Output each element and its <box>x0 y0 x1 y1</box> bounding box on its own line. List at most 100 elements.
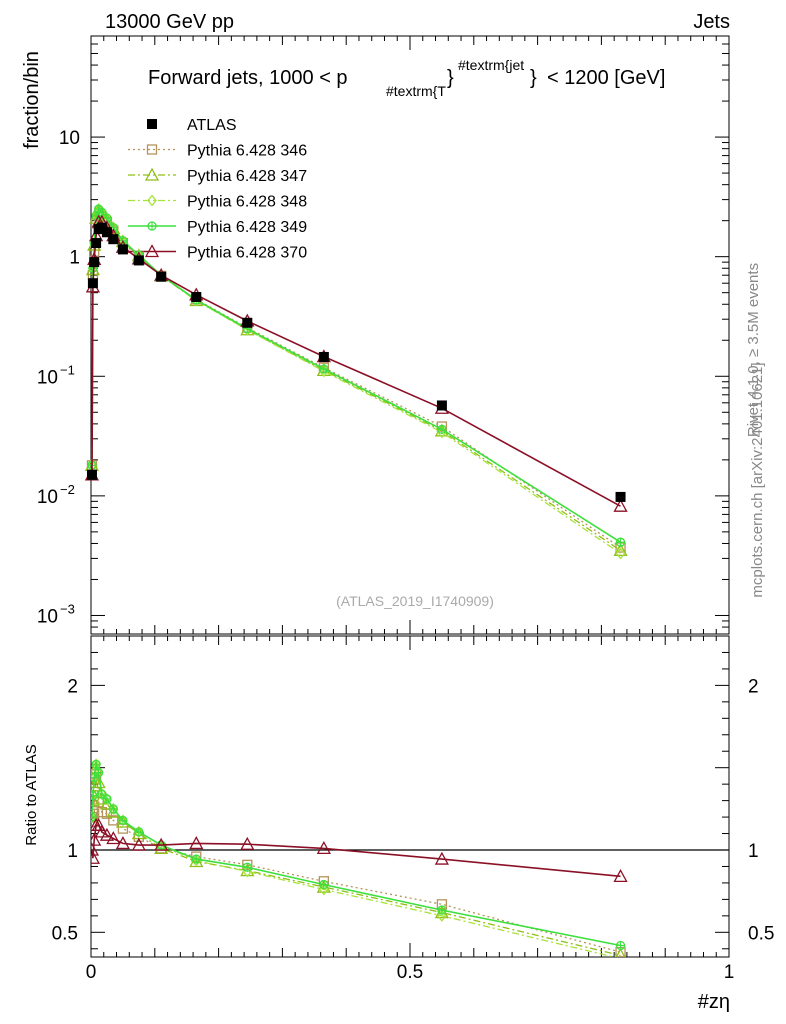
data-point <box>615 491 626 502</box>
y-tick-label-exponent: −3 <box>60 601 75 616</box>
x-axis-label: #zη <box>698 991 730 1013</box>
data-point <box>106 831 121 845</box>
data-point <box>613 868 628 882</box>
data-point <box>108 802 119 815</box>
mcplots-label: mcplots.cern.ch [arXiv:2401.10621] <box>749 362 766 597</box>
data-point <box>91 759 101 770</box>
data-point <box>118 814 128 827</box>
data-point <box>240 836 255 850</box>
header-left: 13000 GeV pp <box>105 11 234 33</box>
data-point <box>101 227 112 238</box>
data-point <box>319 879 329 890</box>
y-tick-label: 2 <box>67 676 78 697</box>
main-title: Forward jets, 1000 < p #textrm{T } #text… <box>148 57 665 99</box>
data-point <box>436 400 447 411</box>
title-sup: #textrm{jet <box>458 57 524 73</box>
data-point <box>437 905 447 915</box>
legend-entry: Pythia 6.428 348 <box>128 194 307 211</box>
legend-label: Pythia 6.428 348 <box>187 194 307 211</box>
data-point <box>615 947 626 957</box>
ratio-plot: 2 2 1 1 0.5 0.5 0 0.5 1 <box>52 635 774 983</box>
data-point <box>189 836 204 850</box>
header-right: Jets <box>693 11 730 33</box>
data-point <box>102 212 112 225</box>
data-point <box>191 854 201 864</box>
data-point <box>115 836 130 850</box>
data-point <box>102 794 112 804</box>
data-point <box>434 851 449 865</box>
data-point <box>86 469 97 480</box>
data-point <box>87 278 98 289</box>
data-point <box>97 787 107 801</box>
title-tail: < 1200 [GeV] <box>547 67 665 89</box>
data-point <box>91 850 101 864</box>
data-point <box>96 222 107 233</box>
data-point <box>615 537 626 547</box>
data-point <box>133 255 144 266</box>
data-point <box>91 778 102 792</box>
data-point <box>147 119 157 129</box>
x-tick-label: 0.5 <box>397 962 423 983</box>
ratio-series-pythia-6-428-370 <box>91 817 628 882</box>
data-point <box>118 815 128 826</box>
title-sub: #textrm{T <box>386 83 446 99</box>
x-tick-label: 1 <box>724 962 735 983</box>
data-point <box>108 815 119 826</box>
data-point <box>91 772 99 783</box>
legend-label: Pythia 6.428 347 <box>187 168 307 185</box>
data-point <box>131 837 146 851</box>
legend-entry: Pythia 6.428 346 <box>128 143 307 160</box>
main-ylabel: fraction/bin <box>21 51 43 149</box>
y-tick-label-exponent: −1 <box>60 362 75 377</box>
data-point <box>242 862 252 872</box>
data-point <box>91 238 102 249</box>
legend-entry: Pythia 6.428 347 <box>128 167 307 185</box>
data-point <box>615 547 626 560</box>
data-point <box>615 940 626 951</box>
data-point <box>91 775 106 789</box>
data-point <box>117 244 128 255</box>
legend-label: Pythia 6.428 370 <box>187 245 307 262</box>
data-point <box>94 767 104 778</box>
data-point <box>154 837 169 851</box>
data-point <box>91 832 102 846</box>
title-brace-2: } <box>530 67 537 89</box>
data-point <box>91 817 106 831</box>
data-point <box>144 244 160 258</box>
data-point <box>242 317 253 328</box>
data-point <box>91 811 97 824</box>
watermark: (ATLAS_2019_I1740909) <box>336 593 494 609</box>
y-tick-label: 10 <box>37 606 58 627</box>
y-tick-label-right: 1 <box>748 841 759 862</box>
ratio-ylabel: Ratio to ATLAS <box>23 744 40 845</box>
legend-entry: ATLAS <box>147 117 237 134</box>
legend: ATLAS Pythia 6.428 346 Pythia 6.428 347 Pyt… <box>128 117 307 262</box>
series-atlas <box>86 222 626 502</box>
data-point <box>613 498 628 512</box>
data-point <box>437 909 447 922</box>
data-point <box>316 840 331 855</box>
series-line <box>91 214 621 549</box>
y-tick-label-right: 0.5 <box>748 923 774 944</box>
data-point <box>108 804 118 814</box>
data-point <box>437 424 447 434</box>
legend-label: Pythia 6.428 349 <box>187 219 307 236</box>
data-point <box>99 827 115 841</box>
data-point <box>146 144 158 155</box>
legend-entry: Pythia 6.428 349 <box>128 219 307 236</box>
y-tick-label: 0.5 <box>52 923 78 944</box>
data-point <box>144 167 160 181</box>
data-point <box>147 194 157 207</box>
data-point <box>318 351 329 362</box>
y-tick-label: 1 <box>67 841 78 862</box>
data-point <box>613 543 628 557</box>
data-point <box>89 257 100 268</box>
legend-label: Pythia 6.428 346 <box>187 143 307 160</box>
title-brace-1: } <box>447 67 454 89</box>
data-point <box>91 812 97 822</box>
data-point <box>156 271 167 282</box>
data-point <box>134 827 144 837</box>
